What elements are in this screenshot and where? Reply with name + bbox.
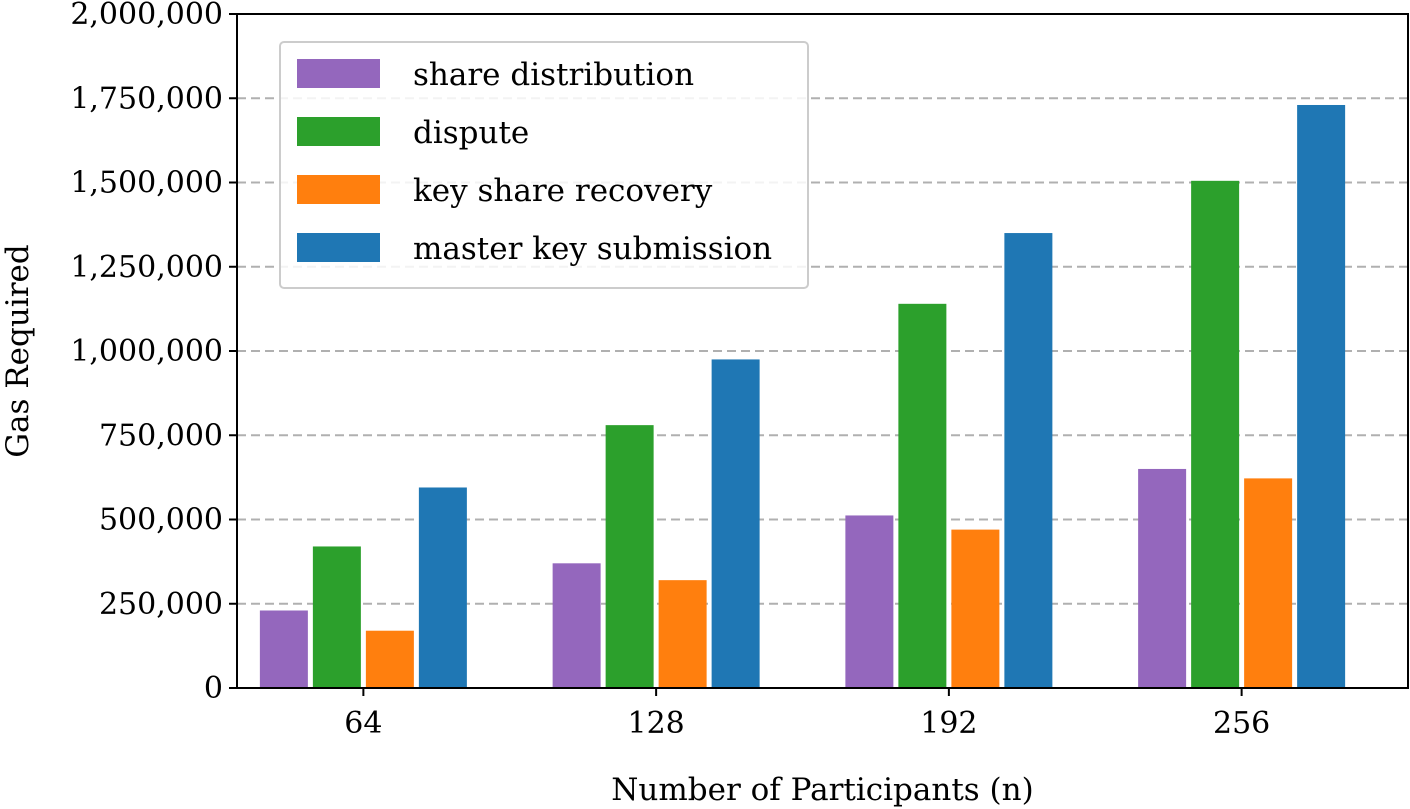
x-ticks: 64 128 192 256: [344, 688, 1270, 741]
legend-swatch: [297, 175, 380, 204]
bars: [259, 104, 1346, 689]
bar-share-distribution-256: [1138, 468, 1187, 688]
x-tick-label: 256: [1213, 706, 1270, 741]
bar-dispute-64: [312, 546, 361, 688]
legend-label: share distribution: [413, 57, 694, 93]
bar-dispute-192: [898, 303, 947, 688]
y-tick-label: 2,000,000: [70, 0, 223, 32]
y-tick-label: 1,750,000: [70, 81, 223, 116]
bar-share-distribution-128: [552, 563, 601, 688]
legend-label: master key submission: [413, 231, 772, 267]
legend-swatch: [297, 59, 380, 88]
bar-master-key-submission-256: [1297, 104, 1346, 689]
x-axis-label: Number of Participants (n): [611, 772, 1033, 808]
x-tick-label: 128: [627, 706, 684, 741]
bar-key-share-recovery-192: [951, 529, 1000, 688]
bar-master-key-submission-128: [711, 359, 760, 688]
legend-swatch: [297, 233, 380, 262]
y-tick-label: 0: [204, 671, 223, 706]
bar-key-share-recovery-256: [1244, 478, 1293, 688]
x-tick-label: 64: [344, 706, 382, 741]
bar-key-share-recovery-64: [365, 630, 414, 688]
y-tick-label: 1,500,000: [70, 166, 223, 201]
legend-label: dispute: [413, 115, 529, 151]
x-tick-label: 192: [920, 706, 977, 741]
y-tick-label: 750,000: [99, 418, 223, 453]
y-ticks: 0 250,000 500,000 750,000 1,000,000 1,250,000…: [70, 0, 237, 706]
y-tick-label: 250,000: [99, 587, 223, 622]
y-tick-label: 500,000: [99, 503, 223, 538]
legend-swatch: [297, 117, 380, 146]
bar-master-key-submission-64: [418, 487, 467, 688]
y-axis-label: Gas Required: [0, 244, 36, 457]
legend-label: key share recovery: [413, 173, 713, 209]
bar-share-distribution-64: [259, 610, 308, 688]
y-tick-label: 1,250,000: [70, 250, 223, 285]
y-tick-label: 1,000,000: [70, 334, 223, 369]
bar-master-key-submission-192: [1004, 233, 1053, 689]
legend-box: [279, 41, 809, 289]
bar-dispute-256: [1191, 180, 1240, 688]
bar-key-share-recovery-128: [658, 580, 707, 688]
bar-share-distribution-192: [845, 515, 894, 688]
bar-dispute-128: [605, 425, 654, 688]
legend: share distribution dispute key share recov…: [279, 41, 809, 289]
